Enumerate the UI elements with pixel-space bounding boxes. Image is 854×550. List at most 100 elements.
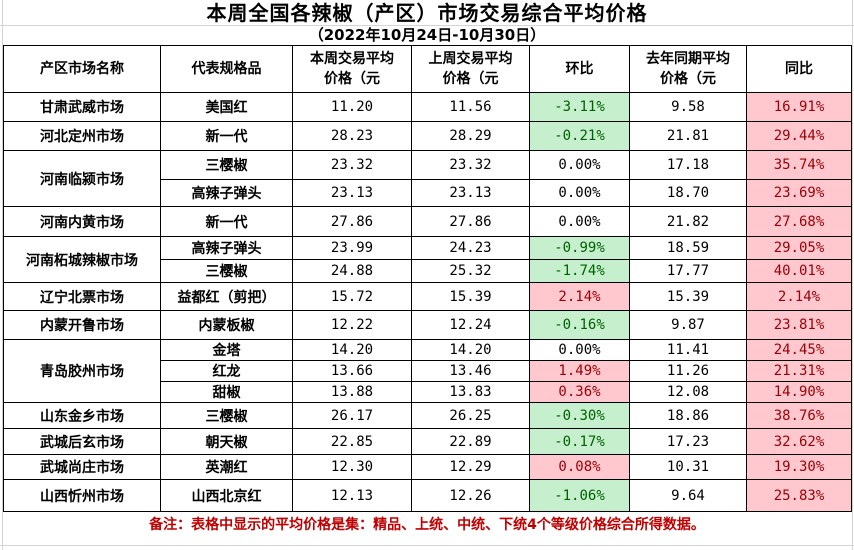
market-cell[interactable]: 武城后玄市场: [3, 428, 161, 455]
this-week-price[interactable]: 11.20: [292, 92, 412, 122]
mom-change[interactable]: 0.00%: [529, 179, 630, 207]
header-yoy[interactable]: 同比: [746, 45, 852, 93]
mom-change[interactable]: 0.36%: [529, 381, 630, 403]
last-year-price[interactable]: 17.77: [629, 259, 747, 283]
last-week-price[interactable]: 23.13: [411, 179, 530, 207]
last-year-price[interactable]: 9.87: [629, 310, 747, 340]
spec-cell[interactable]: 山西北京红: [160, 479, 293, 512]
mom-change[interactable]: 0.08%: [529, 454, 630, 480]
last-year-price[interactable]: 18.86: [629, 402, 747, 429]
last-week-price[interactable]: 13.83: [411, 381, 530, 403]
spec-cell[interactable]: 三樱椒: [160, 259, 293, 283]
spec-cell[interactable]: 红龙: [160, 360, 293, 382]
last-week-price[interactable]: 26.25: [411, 402, 530, 429]
this-week-price[interactable]: 12.22: [292, 310, 412, 340]
this-week-price[interactable]: 12.13: [292, 479, 412, 512]
yoy-change[interactable]: 24.45%: [746, 339, 852, 361]
last-year-price[interactable]: 17.18: [629, 150, 747, 180]
mom-change[interactable]: 0.00%: [529, 206, 630, 237]
header-spec[interactable]: 代表规格品: [160, 45, 293, 93]
last-week-price[interactable]: 12.29: [411, 454, 530, 480]
last-week-price[interactable]: 12.24: [411, 310, 530, 340]
spec-cell[interactable]: 益都红（剪把）: [160, 282, 293, 311]
mom-change[interactable]: -0.17%: [529, 428, 630, 455]
spec-cell[interactable]: 朝天椒: [160, 428, 293, 455]
mom-change[interactable]: -0.16%: [529, 310, 630, 340]
mom-change[interactable]: 1.49%: [529, 360, 630, 382]
spec-cell[interactable]: 三樱椒: [160, 402, 293, 429]
header-market[interactable]: 产区市场名称: [3, 45, 161, 93]
mom-change[interactable]: -0.99%: [529, 236, 630, 260]
this-week-price[interactable]: 23.13: [292, 179, 412, 207]
market-cell[interactable]: 辽宁北票市场: [3, 282, 161, 311]
market-cell[interactable]: 武城尚庄市场: [3, 454, 161, 480]
last-year-price[interactable]: 18.70: [629, 179, 747, 207]
yoy-change[interactable]: 27.68%: [746, 206, 852, 237]
last-week-price[interactable]: 28.29: [411, 121, 530, 151]
this-week-price[interactable]: 24.88: [292, 259, 412, 283]
this-week-price[interactable]: 13.66: [292, 360, 412, 382]
this-week-price[interactable]: 13.88: [292, 381, 412, 403]
last-year-price[interactable]: 10.31: [629, 454, 747, 480]
last-week-price[interactable]: 15.39: [411, 282, 530, 311]
market-cell[interactable]: 河南柘城辣椒市场: [3, 236, 161, 283]
yoy-change[interactable]: 32.62%: [746, 428, 852, 455]
yoy-change[interactable]: 16.91%: [746, 92, 852, 122]
this-week-price[interactable]: 14.20: [292, 339, 412, 361]
this-week-price[interactable]: 22.85: [292, 428, 412, 455]
last-year-price[interactable]: 11.41: [629, 339, 747, 361]
yoy-change[interactable]: 2.14%: [746, 282, 852, 311]
last-year-price[interactable]: 18.59: [629, 236, 747, 260]
this-week-price[interactable]: 15.72: [292, 282, 412, 311]
last-year-price[interactable]: 17.23: [629, 428, 747, 455]
mom-change[interactable]: -0.30%: [529, 402, 630, 429]
mom-change[interactable]: -1.74%: [529, 259, 630, 283]
last-week-price[interactable]: 22.89: [411, 428, 530, 455]
last-week-price[interactable]: 14.20: [411, 339, 530, 361]
yoy-change[interactable]: 38.76%: [746, 402, 852, 429]
this-week-price[interactable]: 27.86: [292, 206, 412, 237]
spec-cell[interactable]: 英潮红: [160, 454, 293, 480]
header-last-week[interactable]: 上周交易平均 价格（元: [411, 45, 530, 93]
last-year-price[interactable]: 12.08: [629, 381, 747, 403]
this-week-price[interactable]: 23.99: [292, 236, 412, 260]
last-week-price[interactable]: 13.46: [411, 360, 530, 382]
last-week-price[interactable]: 24.23: [411, 236, 530, 260]
yoy-change[interactable]: 29.44%: [746, 121, 852, 151]
spec-cell[interactable]: 甜椒: [160, 381, 293, 403]
last-year-price[interactable]: 15.39: [629, 282, 747, 311]
header-this-week[interactable]: 本周交易平均 价格（元: [292, 45, 412, 93]
this-week-price[interactable]: 28.23: [292, 121, 412, 151]
this-week-price[interactable]: 23.32: [292, 150, 412, 180]
last-year-price[interactable]: 9.58: [629, 92, 747, 122]
yoy-change[interactable]: 40.01%: [746, 259, 852, 283]
header-last-year[interactable]: 去年同期平均 价格（元: [629, 45, 747, 93]
market-cell[interactable]: 山东金乡市场: [3, 402, 161, 429]
this-week-price[interactable]: 12.30: [292, 454, 412, 480]
market-cell[interactable]: 山西忻州市场: [3, 479, 161, 512]
last-week-price[interactable]: 11.56: [411, 92, 530, 122]
mom-change[interactable]: -0.21%: [529, 121, 630, 151]
mom-change[interactable]: 0.00%: [529, 339, 630, 361]
last-week-price[interactable]: 25.32: [411, 259, 530, 283]
last-year-price[interactable]: 9.64: [629, 479, 747, 512]
header-mom[interactable]: 环比: [529, 45, 630, 93]
mom-change[interactable]: 2.14%: [529, 282, 630, 311]
spec-cell[interactable]: 高辣子弹头: [160, 236, 293, 260]
spec-cell[interactable]: 高辣子弹头: [160, 179, 293, 207]
spec-cell[interactable]: 内蒙板椒: [160, 310, 293, 340]
yoy-change[interactable]: 23.81%: [746, 310, 852, 340]
last-week-price[interactable]: 12.26: [411, 479, 530, 512]
spec-cell[interactable]: 美国红: [160, 92, 293, 122]
yoy-change[interactable]: 35.74%: [746, 150, 852, 180]
market-cell[interactable]: 河南临颍市场: [3, 150, 161, 207]
mom-change[interactable]: -3.11%: [529, 92, 630, 122]
yoy-change[interactable]: 14.90%: [746, 381, 852, 403]
mom-change[interactable]: -1.06%: [529, 479, 630, 512]
spec-cell[interactable]: 新一代: [160, 206, 293, 237]
spec-cell[interactable]: 三樱椒: [160, 150, 293, 180]
yoy-change[interactable]: 29.05%: [746, 236, 852, 260]
yoy-change[interactable]: 21.31%: [746, 360, 852, 382]
market-cell[interactable]: 河北定州市场: [3, 121, 161, 151]
this-week-price[interactable]: 26.17: [292, 402, 412, 429]
